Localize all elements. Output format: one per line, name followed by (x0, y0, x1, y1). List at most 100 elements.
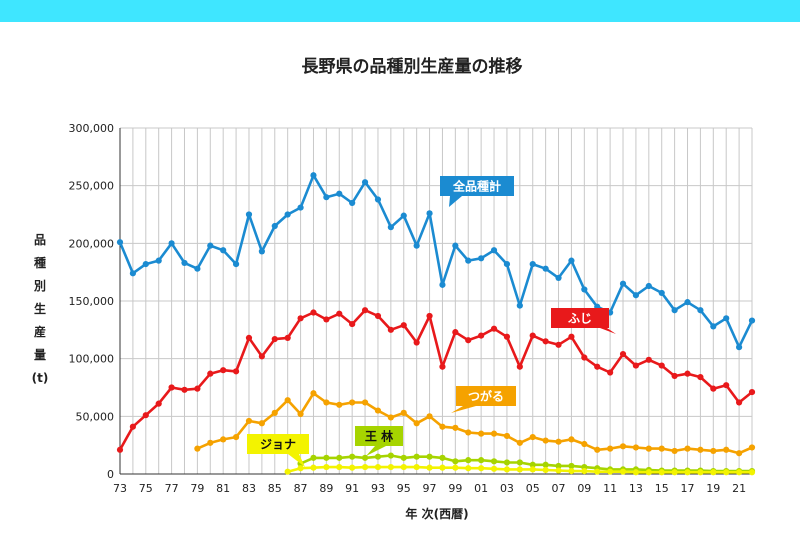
callout-pointer (449, 196, 462, 207)
data-point (336, 401, 343, 408)
data-point (645, 282, 652, 290)
data-point (323, 194, 330, 201)
data-point (465, 337, 472, 344)
y-tick-label: 300,000 (69, 122, 115, 135)
data-point (323, 399, 330, 406)
data-point (555, 467, 562, 474)
y-axis-title-char: 量 (34, 348, 46, 362)
data-point (658, 469, 665, 476)
data-point (323, 316, 330, 323)
data-point (697, 307, 704, 314)
data-point (336, 190, 343, 197)
x-axis-ticks: 73 75 77 79 81 83 85 87 89 91 93 95 97 99 01 03 05 07 09 11… (113, 482, 746, 495)
data-point (478, 457, 485, 464)
data-point (232, 368, 240, 375)
data-point (607, 445, 614, 452)
data-point (529, 461, 536, 468)
data-point (542, 466, 549, 474)
x-tick-label: 91 (345, 482, 359, 495)
data-point (452, 424, 459, 431)
data-point (349, 453, 356, 460)
data-point (336, 463, 343, 471)
data-point (503, 466, 511, 473)
callout-label: 王 林 (365, 429, 393, 444)
data-point (478, 332, 485, 339)
data-point (581, 440, 588, 448)
data-point (503, 432, 511, 440)
data-point (684, 445, 691, 452)
data-point (516, 459, 523, 466)
data-point (490, 247, 498, 254)
data-point (284, 468, 291, 475)
series-layer (116, 172, 756, 476)
x-axis-title: 年 次(西暦) (405, 506, 468, 521)
data-point (619, 350, 627, 358)
data-point (452, 242, 459, 249)
series-ふじ (116, 307, 756, 453)
data-point (361, 179, 369, 186)
data-point (207, 439, 214, 446)
data-point (594, 468, 601, 475)
data-point (258, 420, 265, 427)
data-point (439, 454, 446, 461)
data-point (271, 409, 278, 416)
data-point (439, 464, 446, 471)
data-point (336, 310, 343, 317)
data-point (426, 464, 433, 471)
data-point (516, 466, 523, 473)
data-point (232, 433, 240, 441)
data-point (349, 464, 356, 471)
series-line (118, 308, 753, 451)
data-point (542, 461, 549, 468)
data-point (736, 469, 743, 476)
y-axis-title-unit: (t) (32, 371, 49, 385)
data-point (245, 334, 253, 342)
data-point (387, 326, 394, 333)
series-ジョナ (284, 463, 756, 476)
data-point (490, 325, 498, 332)
data-point (194, 385, 201, 392)
callout-label: ジョナ (260, 438, 296, 452)
data-point (245, 211, 253, 218)
data-point (194, 265, 201, 272)
x-tick-label: 01 (474, 482, 488, 495)
data-point (710, 447, 717, 455)
data-point (568, 257, 575, 264)
data-point (594, 446, 601, 453)
data-point (684, 370, 691, 377)
series-全品種計 (116, 172, 756, 351)
data-point (349, 199, 356, 207)
data-point (697, 469, 704, 476)
x-tick-label: 11 (603, 482, 617, 495)
x-tick-label: 73 (113, 482, 127, 495)
callout-pointer (288, 454, 305, 467)
y-tick-label: 100,000 (69, 353, 115, 366)
data-point (181, 386, 188, 393)
data-point (555, 341, 562, 348)
data-point (503, 333, 511, 340)
data-point (619, 443, 627, 450)
data-point (323, 463, 330, 471)
x-tick-label: 75 (139, 482, 153, 495)
data-point (142, 260, 149, 268)
data-point (271, 335, 278, 343)
data-point (374, 407, 382, 414)
data-point (349, 399, 356, 406)
data-point (684, 469, 691, 476)
data-point (697, 374, 704, 381)
x-tick-label: 19 (706, 482, 720, 495)
y-axis-title-char: 種 (34, 255, 46, 270)
data-point (516, 363, 523, 370)
x-tick-label: 21 (732, 482, 746, 495)
data-point (361, 454, 369, 461)
series-line (118, 174, 754, 349)
data-point (413, 463, 420, 471)
callout-box (551, 308, 609, 328)
data-point (658, 362, 665, 369)
data-point (594, 363, 601, 370)
data-point (116, 239, 124, 246)
data-point (426, 210, 433, 217)
data-point (245, 417, 253, 425)
